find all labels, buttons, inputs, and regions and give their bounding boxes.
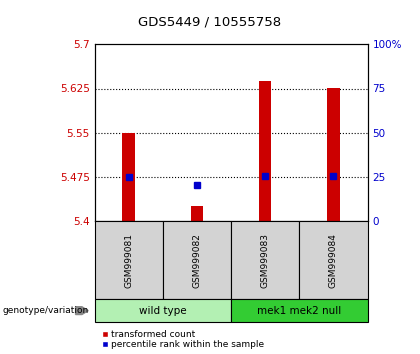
Text: GSM999084: GSM999084 [329, 233, 338, 288]
Text: GSM999081: GSM999081 [124, 233, 133, 288]
Text: mek1 mek2 null: mek1 mek2 null [257, 306, 341, 316]
Text: GDS5449 / 10555758: GDS5449 / 10555758 [139, 16, 281, 29]
Bar [327, 88, 339, 221]
Legend: transformed count, percentile rank within the sample: transformed count, percentile rank withi… [101, 330, 264, 349]
Bar [191, 206, 203, 221]
Text: GSM999082: GSM999082 [192, 233, 201, 288]
Text: wild type: wild type [139, 306, 186, 316]
Bar [123, 133, 135, 221]
Text: genotype/variation: genotype/variation [2, 306, 88, 315]
Text: GSM999083: GSM999083 [261, 233, 270, 288]
Bar [259, 81, 271, 221]
